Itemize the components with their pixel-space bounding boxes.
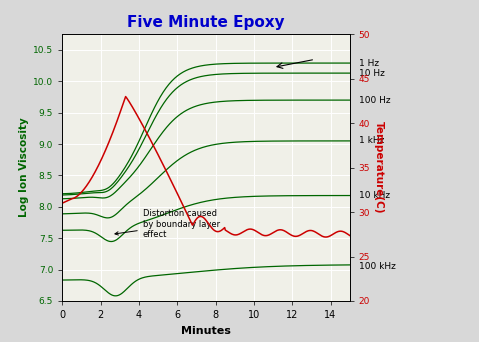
Text: 100 Hz: 100 Hz [359, 96, 391, 105]
Title: Five Minute Epoxy: Five Minute Epoxy [127, 15, 285, 30]
Text: 100 kHz: 100 kHz [359, 262, 396, 271]
Y-axis label: Temperature(C): Temperature(C) [374, 121, 384, 214]
Text: 1 Hz: 1 Hz [359, 59, 379, 68]
X-axis label: Minutes: Minutes [181, 326, 231, 336]
Text: 10 kHz: 10 kHz [359, 191, 390, 200]
Text: 10 Hz: 10 Hz [359, 69, 385, 78]
Text: Distortion caused
by boundary layer
effect: Distortion caused by boundary layer effe… [115, 210, 220, 239]
Text: 1 kHz: 1 kHz [359, 136, 385, 145]
Y-axis label: Log Ion Viscosity: Log Ion Viscosity [19, 118, 29, 218]
